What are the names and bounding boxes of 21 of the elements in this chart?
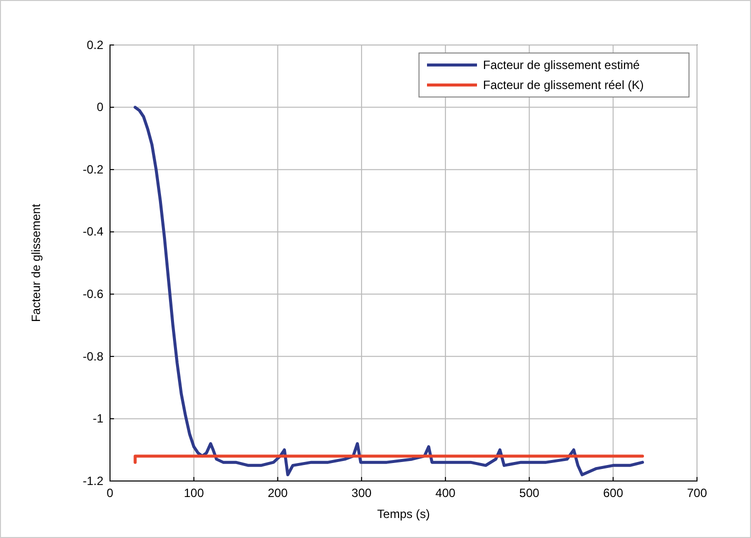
y-axis-title: Facteur de glissement	[29, 203, 43, 322]
x-tick-label: 200	[268, 486, 288, 500]
legend-label: Facteur de glissement réel (K)	[483, 78, 644, 92]
x-tick-label: 700	[686, 486, 708, 500]
x-tick-label: 300	[352, 486, 372, 500]
y-tick-label: -0.8	[82, 349, 104, 364]
x-tick-label: 600	[603, 486, 624, 500]
x-axis-title: Temps (s)	[377, 507, 430, 521]
line-series	[134, 106, 644, 476]
y-tick-label: -0.2	[82, 162, 104, 176]
y-tick-label: -1.2	[82, 474, 104, 488]
y-tick-label: 0.2	[86, 38, 104, 52]
x-tick-label: 0	[106, 486, 114, 500]
x-tick-label: 100	[184, 486, 204, 500]
y-tick-label: -0.6	[82, 286, 104, 301]
y-tick-label: -1	[92, 412, 104, 426]
y-tick-label: 0	[96, 100, 104, 114]
y-tick-label: -0.4	[82, 224, 104, 239]
legend-label: Facteur de glissement estimé	[483, 58, 640, 72]
x-tick-label: 500	[519, 486, 540, 500]
x-tick-label: 400	[435, 486, 456, 500]
